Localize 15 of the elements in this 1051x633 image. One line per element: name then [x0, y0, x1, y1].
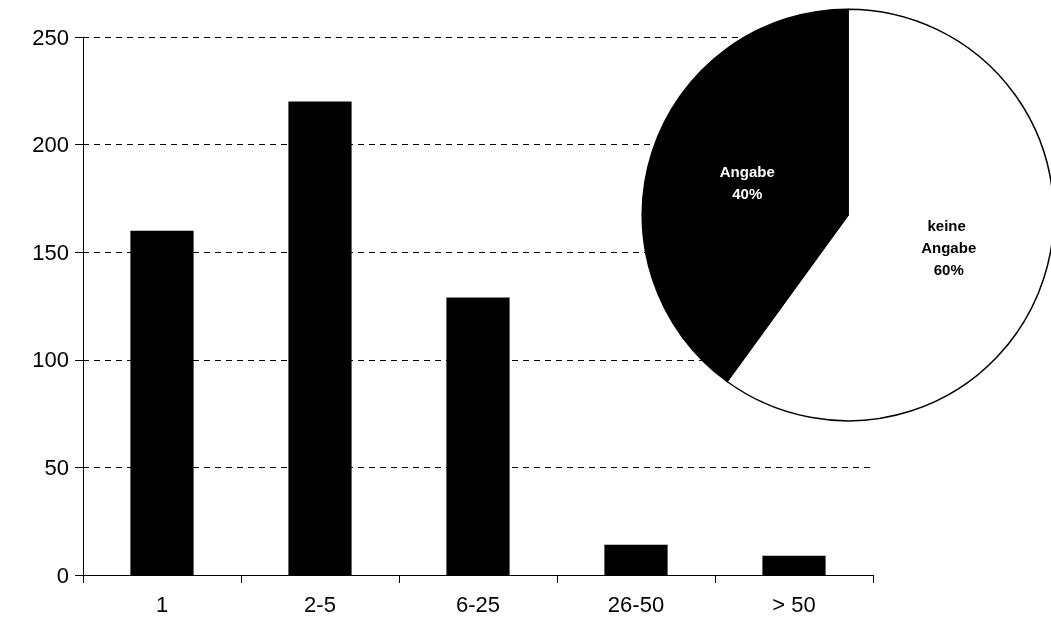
x-tick-label: 2-5	[304, 591, 336, 617]
x-tick-label: 6-25	[455, 591, 501, 617]
y-tick-label: 50	[44, 454, 69, 480]
y-tick-label: 250	[32, 24, 69, 50]
data-label: 60%	[933, 261, 964, 279]
data-label: 40%	[732, 184, 763, 202]
y-tick-label: 150	[32, 239, 69, 265]
y-tick-label: 200	[32, 132, 69, 158]
x-tick-label: 26-50	[607, 591, 665, 617]
y-tick-label: 100	[32, 347, 69, 373]
slice-label: keine Angabe	[921, 217, 977, 257]
y-tick-label: 0	[56, 562, 69, 588]
x-tick-label: 1	[155, 591, 169, 617]
slice-label: Angabe	[719, 162, 775, 180]
x-tick-label: > 50	[772, 591, 816, 617]
